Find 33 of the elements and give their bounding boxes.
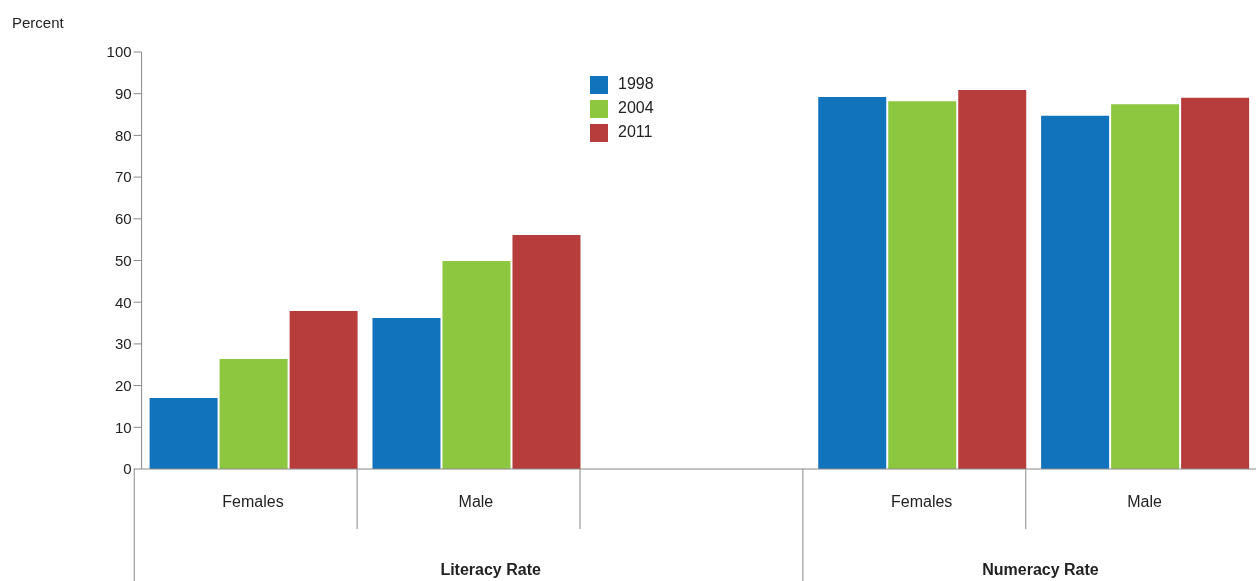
x-tick-label: Females xyxy=(222,493,284,510)
y-tick-label: 20 xyxy=(114,376,132,394)
y-tick-label: 70 xyxy=(114,168,132,186)
bar xyxy=(442,260,511,469)
bar xyxy=(149,398,218,469)
bar xyxy=(219,358,288,469)
bar xyxy=(1181,97,1250,469)
bar xyxy=(888,101,957,469)
bar xyxy=(372,318,441,469)
y-tick-label: 90 xyxy=(114,85,132,103)
x-tick-label: Male xyxy=(458,493,494,510)
legend-label: 2004 xyxy=(618,99,654,116)
bar xyxy=(818,97,887,469)
y-tick-label: 60 xyxy=(114,210,132,228)
bar xyxy=(512,235,581,469)
y-tick-label: 10 xyxy=(114,418,132,436)
bar xyxy=(958,89,1027,469)
y-axis-title: Percent xyxy=(12,14,64,31)
x-tick-label: Females xyxy=(891,493,953,510)
y-tick-label: 50 xyxy=(114,251,132,269)
text: Literacy Rate xyxy=(440,561,541,578)
x-tick-label: Male xyxy=(1127,493,1162,510)
y-tick-label: 30 xyxy=(114,335,132,353)
y-tick-label: 80 xyxy=(114,126,132,144)
bar xyxy=(1111,104,1180,469)
y-tick-label: 0 xyxy=(123,460,132,478)
y-tick-label: 100 xyxy=(106,43,132,61)
legend-label: 1998 xyxy=(618,75,654,92)
text: Numeracy Rate xyxy=(982,561,1099,578)
legend-label: 2011 xyxy=(618,123,653,140)
bar xyxy=(1041,115,1110,469)
y-tick-label: 40 xyxy=(114,293,132,311)
bar xyxy=(289,310,358,469)
